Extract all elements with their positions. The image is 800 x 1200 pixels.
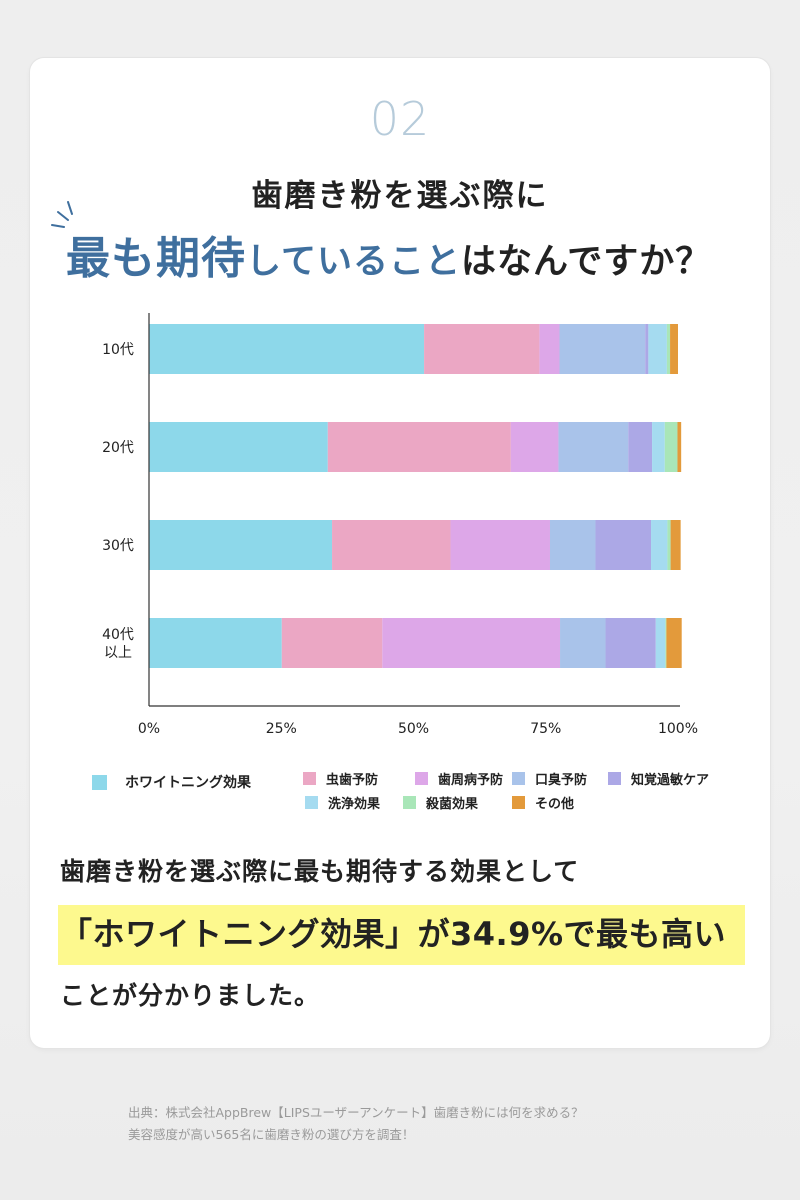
bar-segment: [450, 520, 550, 570]
legend-label: ホワイトニング効果: [125, 775, 251, 791]
legend-label: 殺菌効果: [426, 797, 479, 812]
bar-segment: [670, 520, 681, 570]
legend-swatch: [403, 796, 416, 809]
x-tick-label: 0%: [138, 721, 160, 737]
x-tick-label: 100%: [658, 721, 698, 737]
legend-swatch: [512, 796, 525, 809]
bar-segment: [558, 422, 629, 472]
source-line-2: 美容感度が高い565名に歯磨き粉の選び方を調査！: [128, 1127, 415, 1142]
bar-segment: [666, 324, 671, 374]
category-label: 20代: [102, 440, 134, 456]
source-note: 出典：株式会社AppBrew【LIPSユーザーアンケート】歯磨き粉には何を求める…: [128, 1102, 584, 1146]
bar-segment: [667, 520, 671, 570]
x-tick-label: 75%: [530, 721, 561, 737]
conclusion-line-2: 「ホワイトニング効果」が34.9%で最も高い: [60, 915, 727, 953]
conclusion-line-1: 歯磨き粉を選ぶ際に最も期待する効果として: [60, 857, 580, 886]
category-label: 10代: [102, 342, 134, 358]
legend-item: その他: [512, 793, 574, 812]
legend-label: 歯周病予防: [438, 773, 504, 788]
legend-label: 知覚過敏ケア: [631, 773, 710, 788]
legend-swatch: [305, 796, 318, 809]
category-label: 30代: [102, 538, 134, 554]
chart-legend: ホワイトニング効果 虫歯予防 歯周病予防 口臭予防 知覚過敏ケア洗浄効果 殺菌効果 その他: [0, 760, 800, 820]
bar-segment: [149, 618, 282, 668]
bar-segment: [645, 324, 649, 374]
question-emphasis-big: 最も期待: [66, 233, 246, 284]
bar-segment: [549, 520, 596, 570]
bar-segment: [666, 618, 682, 668]
bar-segment: [652, 422, 665, 472]
bar-segment: [648, 324, 667, 374]
bar-segment: [510, 422, 559, 472]
bar-segment: [670, 324, 678, 374]
bar-segment: [560, 618, 606, 668]
legend-swatch: [303, 772, 316, 785]
bar-segment: [382, 618, 561, 668]
bar-segment: [595, 520, 652, 570]
legend-item: ホワイトニング効果: [92, 772, 251, 792]
bar-segment: [327, 422, 511, 472]
bar-segment: [665, 618, 667, 668]
legend-label: 洗浄効果: [328, 797, 381, 812]
question-line-2: 最も期待していることはなんですか？: [66, 222, 711, 286]
bar-segment: [149, 324, 425, 374]
legend-item: 洗浄効果: [305, 793, 380, 812]
question-rest: はなんですか？: [460, 242, 712, 282]
bar-segment: [664, 422, 678, 472]
bar-segment: [332, 520, 451, 570]
bar-segment: [281, 618, 383, 668]
legend-label: 口臭予防: [535, 773, 588, 788]
legend-label: その他: [535, 797, 575, 812]
x-tick-label: 25%: [266, 721, 297, 737]
question-line-1: 歯磨き粉を選ぶ際に: [251, 178, 549, 214]
question-emphasis: していること: [246, 242, 461, 282]
legend-swatch: [415, 772, 428, 785]
conclusion-highlight: [58, 905, 745, 965]
bar-segment: [677, 422, 682, 472]
legend-item: 殺菌効果: [403, 793, 478, 812]
legend-label: 虫歯予防: [326, 773, 379, 788]
conclusion-line-3: ことが分かりました。: [60, 981, 321, 1010]
bar-segment: [651, 520, 668, 570]
stacked-bar-chart: 10代 20代 30代 40代以上 0% 25% 50% 75% 100%: [102, 313, 698, 737]
bar-segment: [149, 422, 328, 472]
source-line-1: 出典：株式会社AppBrew【LIPSユーザーアンケート】歯磨き粉には何を求める…: [128, 1105, 584, 1120]
legend-swatch: [512, 772, 525, 785]
bar-segment: [539, 324, 560, 374]
emphasis-marks-icon: [51, 201, 73, 228]
legend-item: 口臭予防: [512, 769, 587, 788]
category-label: 40代以上: [102, 627, 134, 661]
bar-segment: [149, 520, 333, 570]
section-number: 02: [369, 92, 431, 146]
legend-item: 歯周病予防: [415, 769, 503, 788]
bar-segment: [424, 324, 540, 374]
legend-item: 知覚過敏ケア: [608, 769, 709, 788]
bar-segment: [655, 618, 666, 668]
x-tick-label: 50%: [398, 721, 429, 737]
legend-swatch: [92, 774, 107, 790]
legend-swatch: [608, 772, 621, 785]
legend-item: 虫歯予防: [303, 769, 378, 788]
bar-segment: [605, 618, 656, 668]
bar-segment: [559, 324, 646, 374]
bar-segment: [628, 422, 653, 472]
